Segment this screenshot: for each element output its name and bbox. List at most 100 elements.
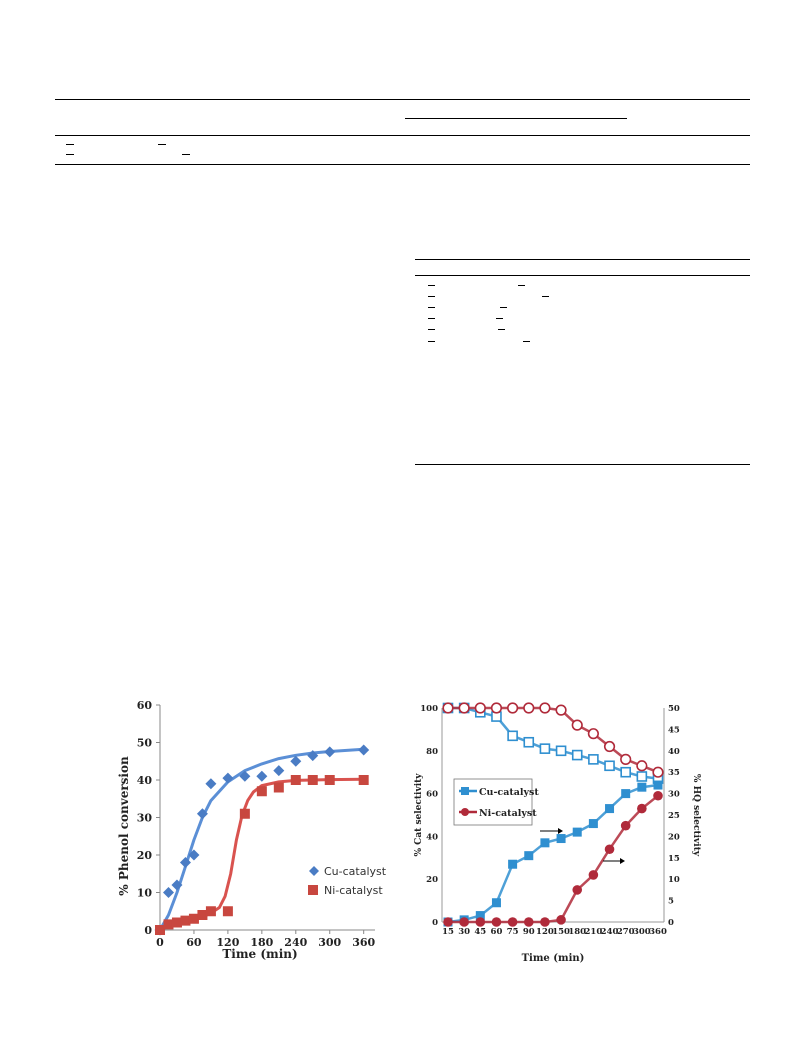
chart1-x-tick-label: 180 bbox=[250, 936, 273, 949]
chart2-x-tick-label: 90 bbox=[523, 927, 535, 937]
table2-mark bbox=[500, 307, 507, 308]
legend-marker-cu-catalyst bbox=[461, 787, 469, 795]
chart2-right-tick-label: 50 bbox=[668, 704, 680, 714]
chart2-right-tick-label: 30 bbox=[668, 790, 680, 800]
chart2-right-tick-label: 40 bbox=[668, 747, 680, 757]
chart2-x-tick-label: 270 bbox=[617, 927, 635, 937]
table2-mark bbox=[523, 341, 530, 342]
chart1-x-tick-label: 300 bbox=[318, 936, 341, 949]
chart2-right-tick-label: 35 bbox=[668, 768, 680, 778]
fit-line-cu-catalyst bbox=[158, 747, 364, 931]
legend-marker-cu-catalyst bbox=[309, 866, 319, 876]
chart2-legend: Cu-catalyst Ni-catalyst bbox=[453, 778, 539, 826]
chart2-x-tick-label: 75 bbox=[507, 927, 519, 937]
chart2-right-tick-label: 45 bbox=[668, 725, 680, 735]
table-top-rule bbox=[55, 99, 750, 100]
table2-mark bbox=[428, 307, 435, 308]
data-point-cu-catalyst bbox=[222, 772, 234, 784]
data-point-cu-catalyst-right bbox=[556, 834, 566, 844]
data-point-cu-catalyst-left bbox=[555, 745, 567, 757]
data-point-cu-catalyst-left bbox=[571, 749, 583, 761]
chart2-x-tick-label: 300 bbox=[633, 927, 651, 937]
data-point-cu-catalyst-right bbox=[605, 804, 615, 814]
chart2-x-tick-label: 150 bbox=[552, 927, 570, 937]
table2-mark bbox=[542, 296, 549, 297]
data-point-ni-catalyst bbox=[180, 915, 191, 926]
table-group-rule bbox=[405, 118, 627, 119]
data-point-cu-catalyst bbox=[324, 746, 336, 758]
data-point-ni-catalyst-left bbox=[571, 719, 583, 731]
data-point-ni-catalyst bbox=[273, 782, 284, 793]
data-point-ni-catalyst-left bbox=[587, 728, 599, 740]
data-point-ni-catalyst-right bbox=[540, 917, 550, 927]
chart1-y-tick-label: 30 bbox=[137, 812, 153, 825]
data-point-cu-catalyst-right bbox=[588, 819, 598, 829]
data-point-ni-catalyst-right bbox=[556, 915, 566, 925]
data-point-cu-catalyst-left bbox=[604, 760, 615, 772]
chart2-x-tick-label: 240 bbox=[601, 927, 619, 937]
arrow-head bbox=[620, 858, 625, 864]
data-point-ni-catalyst bbox=[222, 906, 233, 917]
chart2-left-tick-label: 0 bbox=[432, 918, 438, 928]
data-point-ni-catalyst bbox=[188, 913, 199, 924]
chart2-x-tick-label: 15 bbox=[442, 927, 454, 937]
data-point-cu-catalyst bbox=[188, 849, 200, 861]
table2-mark bbox=[428, 341, 435, 342]
data-point-ni-catalyst-right bbox=[475, 917, 486, 927]
data-point-ni-catalyst-right bbox=[653, 790, 663, 801]
legend-box bbox=[453, 778, 533, 826]
data-point-cu-catalyst bbox=[256, 770, 268, 782]
data-point-ni-catalyst-left bbox=[555, 704, 567, 716]
chart2-x-tick-label: 120 bbox=[536, 927, 554, 937]
chart2-left-tick-label: 60 bbox=[426, 790, 438, 800]
data-point-ni-catalyst-right bbox=[459, 917, 469, 927]
chart2-left-axis-label: % Cat selectivity bbox=[414, 773, 424, 857]
table-mark bbox=[158, 144, 166, 145]
data-point-ni-catalyst-right bbox=[507, 917, 518, 927]
data-point-ni-catalyst-left bbox=[474, 702, 486, 714]
data-point-ni-catalyst bbox=[163, 919, 174, 930]
chart2-arrows bbox=[540, 828, 625, 864]
table-mark bbox=[66, 144, 74, 145]
data-point-cu-catalyst-left bbox=[588, 754, 599, 765]
data-point-ni-catalyst-left bbox=[620, 753, 632, 765]
chart2-x-tick-label: 30 bbox=[458, 927, 470, 937]
data-point-cu-catalyst-right bbox=[508, 859, 518, 869]
data-point-ni-catalyst-right bbox=[443, 917, 453, 927]
data-point-ni-catalyst-left bbox=[458, 702, 470, 714]
data-point-cu-catalyst-left bbox=[523, 736, 535, 748]
chart1-x-axis-label: Time (min) bbox=[222, 947, 297, 961]
data-point-ni-catalyst-right bbox=[491, 917, 502, 927]
chart2-right-tick-label: 5 bbox=[668, 897, 674, 907]
table2-mark bbox=[498, 329, 505, 330]
data-point-cu-catalyst-left bbox=[539, 743, 551, 754]
chart1-tick-labels: 0 10 20 30 40 50 60 0 60 120 180 240 300 360 bbox=[137, 699, 376, 949]
chart2-right-tick-label: 0 bbox=[668, 918, 674, 928]
chart1-axes bbox=[156, 704, 375, 934]
chart2-right-tick-label: 25 bbox=[668, 811, 680, 821]
data-point-cu-catalyst-right bbox=[491, 898, 501, 908]
chart2-right-axis-label: % HQ selectivity bbox=[691, 774, 701, 857]
data-point-ni-catalyst-right bbox=[523, 917, 534, 927]
data-point-ni-catalyst-right bbox=[572, 885, 583, 895]
chart2-left-tick-label: 40 bbox=[426, 832, 438, 842]
legend-label-ni-catalyst: Ni-catalyst bbox=[324, 884, 383, 897]
chart1-x-tick-label: 120 bbox=[216, 936, 239, 949]
chart2-right-tick-label: 20 bbox=[668, 832, 680, 842]
data-point-cu-catalyst-right bbox=[653, 780, 663, 790]
legend-label-cu-catalyst: Cu-catalyst bbox=[324, 865, 387, 878]
data-point-ni-catalyst bbox=[171, 917, 182, 928]
data-point-cu-catalyst bbox=[290, 755, 302, 767]
chart2-points bbox=[442, 702, 664, 927]
data-point-ni-catalyst bbox=[256, 786, 267, 797]
chart1-x-tick-label: 0 bbox=[156, 936, 164, 949]
chart2-left-tick-label: 100 bbox=[420, 704, 438, 714]
data-point-cu-catalyst-right bbox=[621, 789, 631, 799]
data-point-cu-catalyst-left bbox=[507, 730, 518, 742]
data-point-cu-catalyst bbox=[273, 765, 285, 777]
table2-mark bbox=[428, 329, 435, 330]
data-point-cu-catalyst bbox=[171, 879, 183, 891]
chart2-x-tick-label: 210 bbox=[585, 927, 603, 937]
chart1-legend: Cu-catalyst Ni-catalyst bbox=[308, 865, 387, 897]
selectivity-chart: 0 20 40 60 80 100 0 5 10 15 20 25 30 35 40 45 50 15 30 45 60… bbox=[414, 702, 701, 964]
